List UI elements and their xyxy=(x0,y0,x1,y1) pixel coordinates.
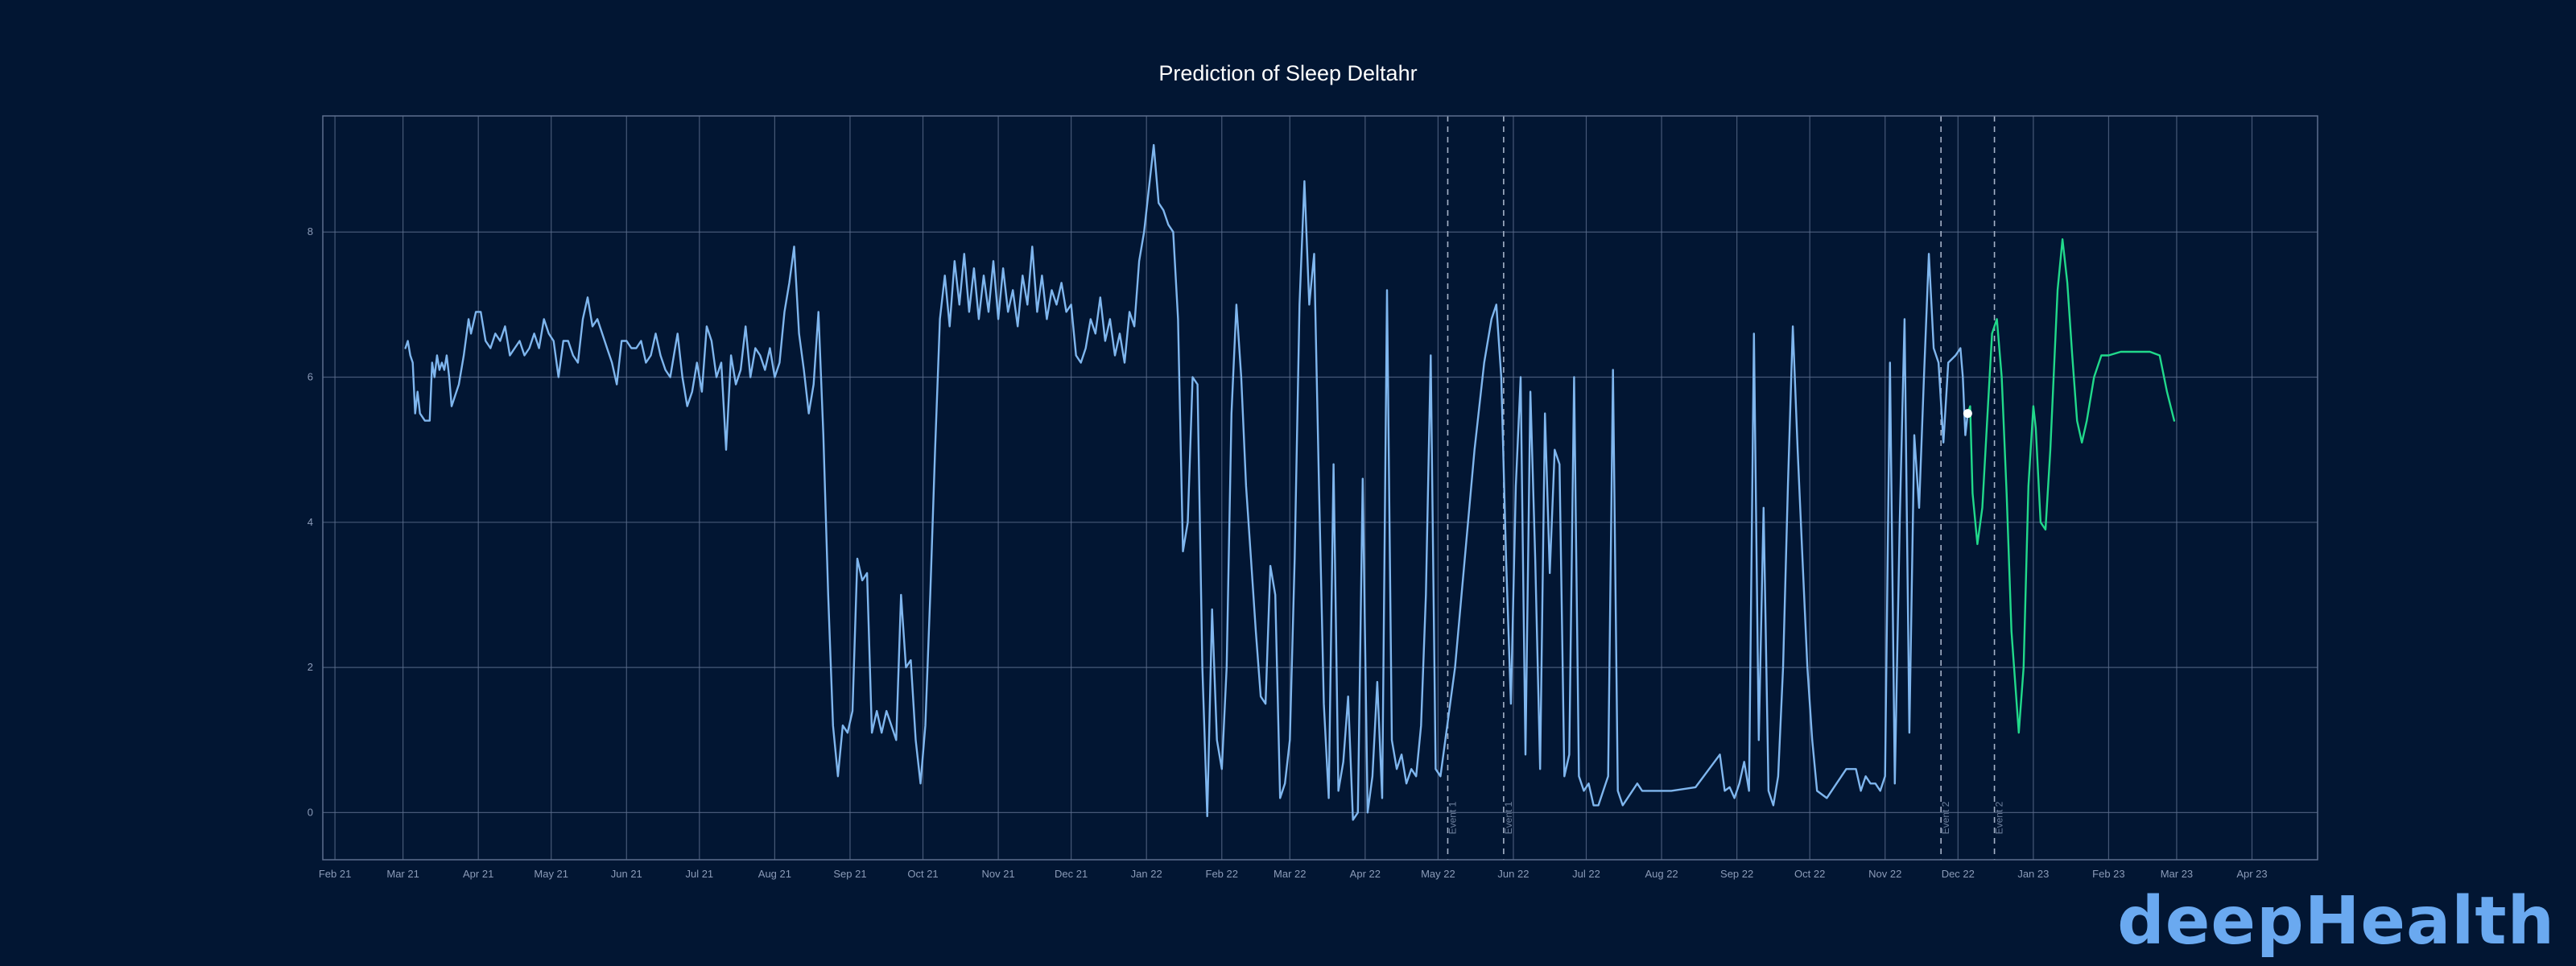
x-tick-label: May 22 xyxy=(1421,868,1455,880)
x-tick-label: Feb 23 xyxy=(2092,868,2124,880)
x-tick-label: Feb 21 xyxy=(319,868,351,880)
event-markers: Event 1 Event 1 Event 2 Event 2 xyxy=(1447,116,2005,860)
x-tick-label: Apr 23 xyxy=(2236,868,2267,880)
y-tick-label: 0 xyxy=(308,806,313,818)
grid xyxy=(323,116,2318,860)
x-tick-label: Mar 21 xyxy=(386,868,419,880)
event-label: Event 2 xyxy=(1940,801,1951,834)
x-tick-label: Sep 21 xyxy=(833,868,866,880)
event-label: Event 1 xyxy=(1447,801,1458,834)
series-lines xyxy=(404,143,2176,821)
x-tick-label: Feb 22 xyxy=(1206,868,1238,880)
x-tick-label: Jul 22 xyxy=(1572,868,1600,880)
y-tick-label: 4 xyxy=(308,516,313,528)
event-label: Event 1 xyxy=(1503,801,1514,834)
x-tick-label: Dec 22 xyxy=(1942,868,1975,880)
history-series-line xyxy=(404,143,1969,821)
x-tick-label: Oct 21 xyxy=(907,868,938,880)
x-tick-label: Apr 21 xyxy=(463,868,493,880)
y-tick-label: 2 xyxy=(308,661,313,673)
x-tick-label: Jan 22 xyxy=(1131,868,1162,880)
x-tick-label: Mar 23 xyxy=(2161,868,2193,880)
y-tick-label: 6 xyxy=(308,371,313,383)
x-tick-label: Jan 23 xyxy=(2017,868,2049,880)
x-tick-label: Jun 21 xyxy=(611,868,642,880)
x-tick-label: May 21 xyxy=(534,868,568,880)
plot-frame xyxy=(322,115,2318,861)
y-tick-label: 8 xyxy=(308,225,313,237)
x-tick-label: Nov 22 xyxy=(1868,868,1901,880)
x-tick-label: Oct 22 xyxy=(1794,868,1825,880)
event-label: Event 2 xyxy=(1994,801,2005,834)
x-tick-label: Jun 22 xyxy=(1497,868,1529,880)
axes: 0 2 4 6 8 Feb 21 Mar 21 Apr 21 May 21 Jun 21 Jul 2… xyxy=(308,225,2268,880)
x-tick-label: Jul 21 xyxy=(685,868,713,880)
x-tick-label: Aug 21 xyxy=(758,868,791,880)
prediction-series-line xyxy=(1967,238,2176,734)
chart-title: Prediction of Sleep Deltahr xyxy=(1158,61,1417,85)
x-tick-label: Sep 22 xyxy=(1720,868,1753,880)
x-tick-label: Mar 22 xyxy=(1274,868,1306,880)
forecast-start-marker xyxy=(1963,409,1972,419)
x-tick-label: Aug 22 xyxy=(1645,868,1678,880)
x-tick-label: Nov 21 xyxy=(981,868,1014,880)
x-tick-label: Apr 22 xyxy=(1350,868,1381,880)
deephealth-logo: deepHealth xyxy=(2117,883,2555,960)
x-tick-label: Dec 21 xyxy=(1055,868,1088,880)
